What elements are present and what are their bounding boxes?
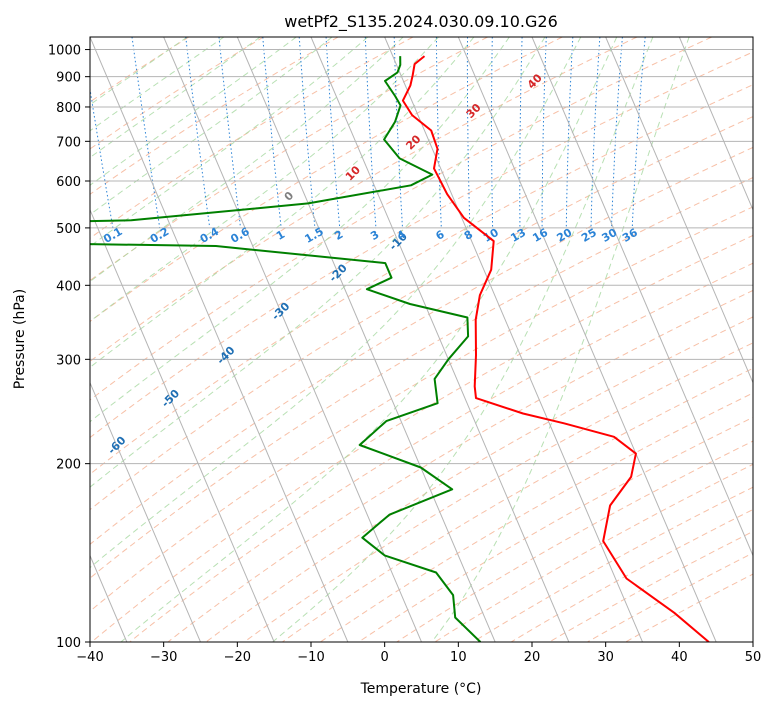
isotherm-line	[531, 37, 753, 557]
y-tick-label: 400	[56, 279, 81, 294]
moist-adiabat-line	[90, 37, 261, 159]
x-tick-label: 0	[381, 650, 389, 665]
dry-adiabat-line	[90, 206, 753, 612]
y-tick-label: 100	[56, 636, 81, 651]
axes: −40 −30 −20 −10 0 10 20 30 40 50 100 200 300 400 500 60…	[48, 44, 761, 665]
moist-adiabat-line	[272, 37, 654, 642]
y-tick-label: 200	[56, 458, 81, 473]
moist-adiabat-line	[90, 37, 439, 322]
y-tick-label: 700	[56, 135, 81, 150]
isotherm-line	[310, 37, 570, 642]
dry-adiabat-line	[205, 316, 753, 642]
moist-adiabat-line	[90, 37, 297, 186]
dry-adiabat-line	[90, 37, 563, 323]
y-tick-label: 300	[56, 353, 81, 368]
isotherm-line	[90, 381, 201, 642]
x-tick-label: 10	[450, 650, 467, 665]
dewpoint-line	[90, 56, 482, 642]
isotherm-line	[163, 37, 422, 642]
dry-adiabat-line	[91, 234, 753, 642]
dry-adiabat-line	[90, 37, 339, 195]
x-tick-label: −30	[150, 650, 177, 665]
isotherm-line	[384, 37, 643, 642]
moist-adiabat-line	[90, 37, 188, 106]
dry-adiabat-line	[90, 146, 753, 545]
chart-title: wetPf2_S135.2024.030.09.10.G26	[284, 12, 558, 32]
x-tick-label: −10	[297, 650, 324, 665]
dry-adiabat-line	[90, 84, 753, 475]
mixing-ratio-line	[185, 37, 211, 228]
moist-adiabat-line	[90, 37, 404, 283]
moist-adiabat-line	[90, 37, 225, 132]
y-tick-label: 600	[56, 175, 81, 190]
x-tick-label: −20	[224, 650, 251, 665]
background-lines	[90, 37, 753, 642]
y-tick-label: 1000	[48, 44, 81, 59]
x-tick-label: −40	[76, 650, 103, 665]
moist-adiabat-line	[90, 37, 510, 423]
dry-adiabat-line	[90, 37, 638, 362]
y-tick-label: 900	[56, 71, 81, 86]
dry-adiabat-line	[90, 51, 753, 439]
moist-adiabat-line	[90, 37, 369, 248]
isotherm-line	[457, 37, 717, 642]
y-tick-label: 500	[56, 222, 81, 237]
isotherm-line	[678, 37, 753, 212]
dry-adiabat-line	[167, 289, 753, 642]
x-axis-label: Temperature (°C)	[360, 681, 482, 697]
isotherm-line	[236, 37, 496, 642]
dry-adiabat-line	[243, 342, 753, 642]
isotherm-line	[90, 208, 275, 642]
isotherm-line	[90, 37, 349, 642]
temperature-line	[401, 55, 710, 642]
moist-adiabat-line	[431, 37, 690, 642]
plot-frame	[89, 36, 754, 643]
y-tick-label: 800	[56, 101, 81, 116]
isotherm-line	[605, 37, 753, 384]
x-tick-label: 20	[524, 650, 541, 665]
x-tick-label: 30	[597, 650, 614, 665]
mixing-ratio-line	[90, 86, 114, 228]
x-tick-label: 50	[745, 650, 762, 665]
dry-adiabat-line	[90, 116, 753, 511]
moist-adiabat-line	[90, 37, 333, 216]
mixing-ratio-line	[218, 37, 241, 228]
sounding-profiles	[90, 55, 710, 642]
x-tick-label: 40	[671, 650, 688, 665]
y-axis-label: Pressure (hPa)	[12, 289, 28, 389]
moist-adiabat-line	[90, 37, 475, 368]
moist-adiabat-line	[120, 37, 618, 642]
dry-adiabat-line	[129, 262, 753, 642]
mixing-ratio-line	[131, 37, 161, 228]
